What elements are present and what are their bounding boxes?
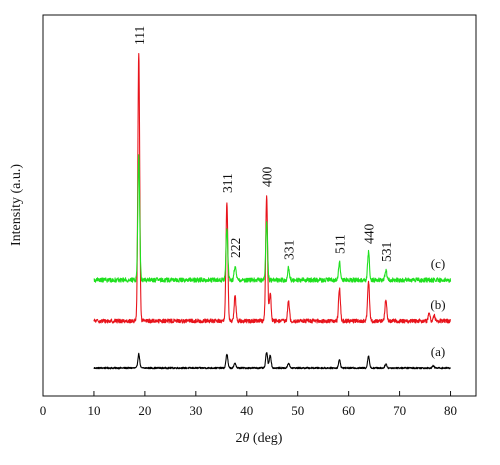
y-axis-title: Intensity (a.u.) <box>9 164 24 246</box>
x-tick-label: 40 <box>240 403 253 418</box>
x-axis-title-unit: (deg) <box>249 431 282 446</box>
series-label-b: (b) <box>430 297 445 312</box>
series-line-b <box>93 53 452 324</box>
peak-label-311: 311 <box>220 173 235 193</box>
series-line-c <box>93 154 452 283</box>
x-tick-label: 30 <box>189 403 202 418</box>
peak-label-111: 111 <box>132 26 147 45</box>
x-axis-title-theta: θ <box>243 431 250 446</box>
x-tick-label: 70 <box>393 403 406 418</box>
x-tick-label: 20 <box>138 403 151 418</box>
plot-frame <box>42 14 477 397</box>
x-tick-label: 60 <box>342 403 355 418</box>
series-label-c: (c) <box>431 256 445 271</box>
peak-label-531: 531 <box>379 242 394 262</box>
x-axis-title: 2θ (deg) <box>236 431 283 446</box>
series-label-a: (a) <box>431 344 445 359</box>
series-line-a <box>93 352 451 370</box>
x-tick-label: 10 <box>87 403 100 418</box>
x-tick-label: 80 <box>444 403 457 418</box>
peak-label-511: 511 <box>333 234 348 254</box>
x-tick-label: 50 <box>291 403 304 418</box>
peak-label-331: 331 <box>282 240 297 260</box>
peak-label-222: 222 <box>228 238 243 258</box>
x-axis-title-prefix: 2 <box>236 431 243 446</box>
peak-label-440: 440 <box>362 224 377 245</box>
series-labels: (a) (b) (c) <box>430 256 445 359</box>
series-layer <box>93 53 452 370</box>
peak-label-400: 400 <box>260 167 275 188</box>
x-tick-label: 0 <box>40 403 47 418</box>
x-axis-ticks: 0 10 20 30 40 50 60 70 80 <box>40 391 457 418</box>
